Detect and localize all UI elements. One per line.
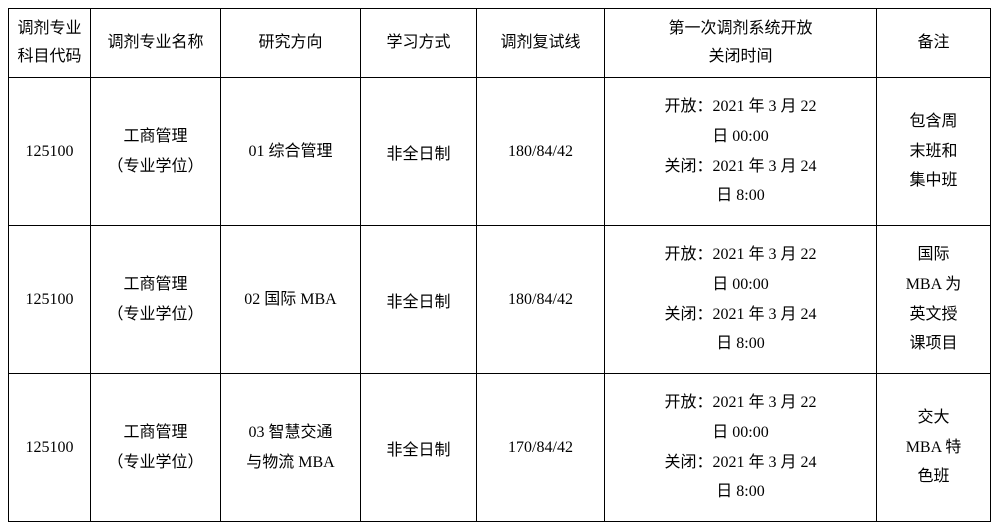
cell-note: 包含周末班和集中班 (877, 78, 991, 226)
cell-direction: 02 国际 MBA (221, 226, 361, 374)
table-row: 125100 工商管理（专业学位） 01 综合管理 非全日制 180/84/42… (9, 78, 991, 226)
table-row: 125100 工商管理（专业学位） 02 国际 MBA 非全日制 180/84/… (9, 226, 991, 374)
header-direction: 研究方向 (221, 9, 361, 78)
cell-name: 工商管理（专业学位） (91, 374, 221, 522)
cell-mode: 非全日制 (361, 374, 477, 522)
cell-code: 125100 (9, 374, 91, 522)
cell-name: 工商管理（专业学位） (91, 78, 221, 226)
cell-time: 开放：2021 年 3 月 22日 00:00关闭：2021 年 3 月 24日… (605, 226, 877, 374)
cell-mode: 非全日制 (361, 78, 477, 226)
cell-score: 170/84/42 (477, 374, 605, 522)
header-code: 调剂专业科目代码 (9, 9, 91, 78)
cell-mode: 非全日制 (361, 226, 477, 374)
cell-direction: 03 智慧交通与物流 MBA (221, 374, 361, 522)
cell-time: 开放：2021 年 3 月 22日 00:00关闭：2021 年 3 月 24日… (605, 78, 877, 226)
adjustment-table: 调剂专业科目代码 调剂专业名称 研究方向 学习方式 调剂复试线 第一次调剂系统开… (8, 8, 991, 522)
header-note: 备注 (877, 9, 991, 78)
header-time: 第一次调剂系统开放关闭时间 (605, 9, 877, 78)
cell-note: 交大MBA 特色班 (877, 374, 991, 522)
cell-score: 180/84/42 (477, 78, 605, 226)
cell-name: 工商管理（专业学位） (91, 226, 221, 374)
header-score: 调剂复试线 (477, 9, 605, 78)
cell-direction: 01 综合管理 (221, 78, 361, 226)
header-mode: 学习方式 (361, 9, 477, 78)
cell-code: 125100 (9, 78, 91, 226)
header-name: 调剂专业名称 (91, 9, 221, 78)
cell-score: 180/84/42 (477, 226, 605, 374)
table-body: 125100 工商管理（专业学位） 01 综合管理 非全日制 180/84/42… (9, 78, 991, 522)
cell-note: 国际MBA 为英文授课项目 (877, 226, 991, 374)
cell-time: 开放：2021 年 3 月 22日 00:00关闭：2021 年 3 月 24日… (605, 374, 877, 522)
header-row: 调剂专业科目代码 调剂专业名称 研究方向 学习方式 调剂复试线 第一次调剂系统开… (9, 9, 991, 78)
cell-code: 125100 (9, 226, 91, 374)
table-row: 125100 工商管理（专业学位） 03 智慧交通与物流 MBA 非全日制 17… (9, 374, 991, 522)
